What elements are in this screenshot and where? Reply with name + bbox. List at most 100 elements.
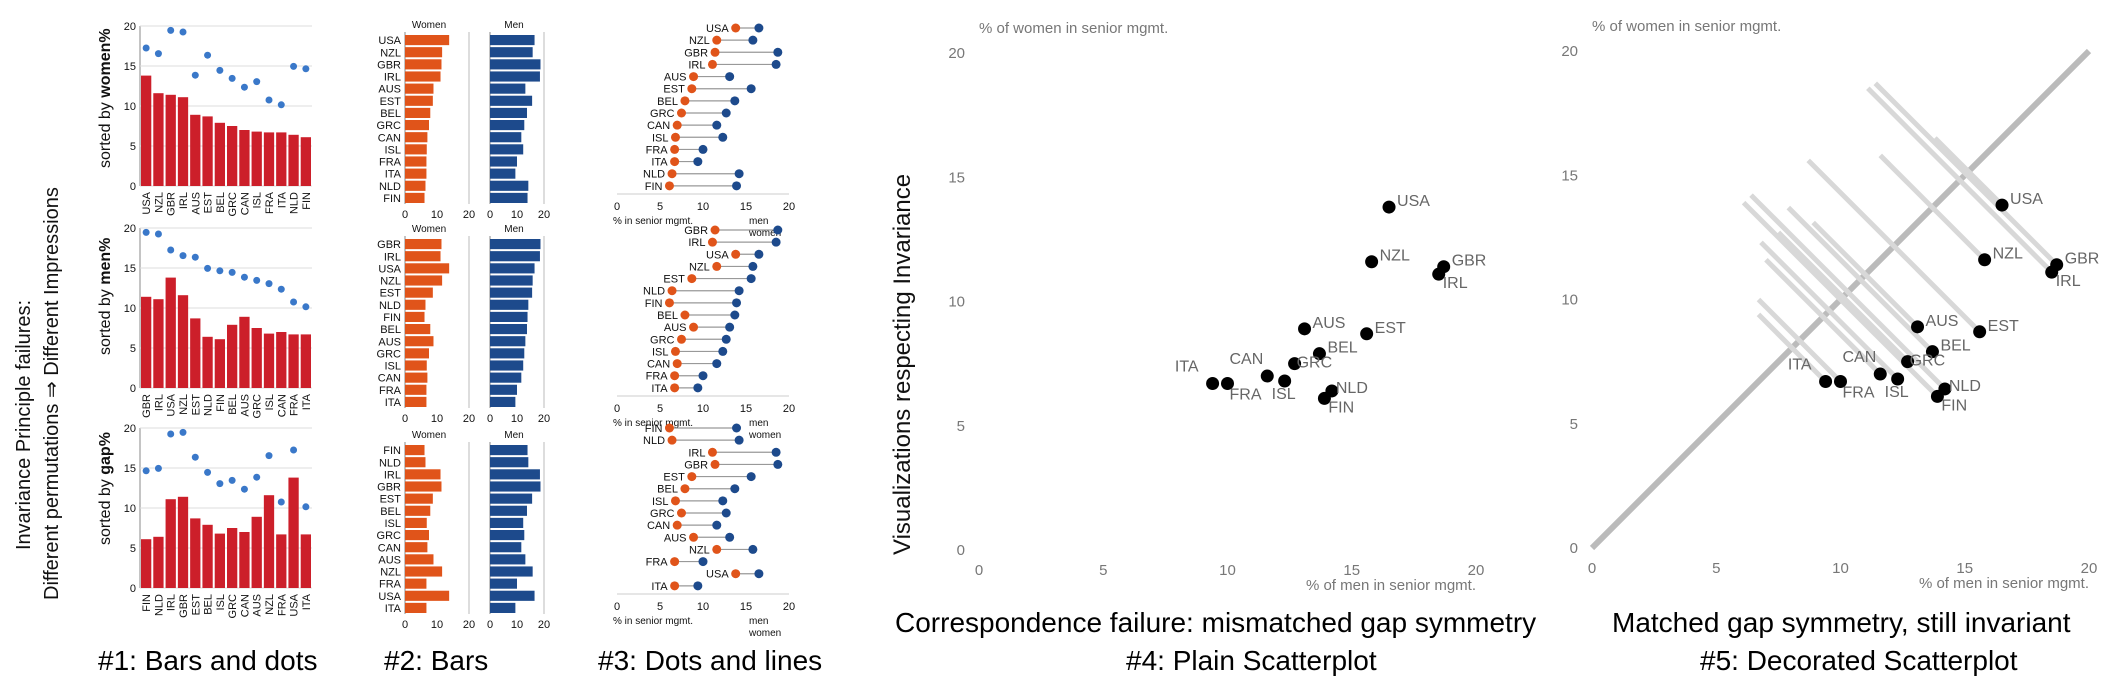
p1-bar-women [141,75,152,186]
x-tick: 15 [1956,560,1973,577]
row-label-3: sorted by gap% [97,432,114,545]
point-can [1260,369,1274,383]
point-label: FRA [1843,385,1875,402]
p2-bar-men [490,469,540,480]
p2-bar-women [405,542,428,553]
point-label: NLD [1336,380,1368,397]
point-fin [1930,389,1944,403]
point-label: CAN [1229,351,1263,368]
p3-dot-men [698,144,708,154]
p2-xtick: 10 [511,619,523,631]
p1-bar-women [165,499,176,588]
p3-dot-women [687,472,697,482]
point-label: ITA [1788,357,1812,374]
p3-dot-men [698,371,708,381]
scatter-side-label: Visualizations respecting Invariance [889,174,916,555]
p1-xtick: USA [289,593,301,616]
p3-country: NZL [689,544,710,556]
caption-5-subtitle: Matched gap symmetry, still invariant [1612,607,2071,638]
p3-dot-women [710,47,720,57]
y-axis-label: % of women in senior mgmt. [1592,18,1781,35]
p1-bar-women [214,122,225,186]
p3-legend-men: men [749,216,768,227]
p3-dot-women [672,120,682,130]
p3-dot-women [670,346,680,356]
x-tick: 10 [1832,560,1849,577]
p1-ytick: 10 [124,503,136,515]
point-est [1360,327,1374,341]
p2-bar-men [490,275,533,286]
p2-country: EST [380,288,402,300]
p3-country: NZL [689,35,710,47]
p1-ytick: 5 [130,343,136,355]
p3-dot-men [754,23,764,33]
point-grc [1288,357,1302,371]
p1-bar-women [153,536,164,588]
p2-xtick: 0 [487,209,493,221]
y-tick: 5 [1570,416,1578,433]
p1-dot-men [216,267,224,275]
p3-country: CAN [647,359,670,371]
p2-xtick: 10 [511,413,523,425]
p3-xtick: 5 [657,601,663,613]
p3-xtick: 5 [657,201,663,213]
p2-bar-women [405,168,427,179]
p1-bar-women [276,132,287,186]
p2-header-women: Women [412,224,446,235]
p3-dot-women [670,557,680,567]
p3-country: CAN [647,520,670,532]
p1-dot-men [216,66,224,74]
p1-xtick: CAN [239,192,251,215]
p1-dot-men [204,51,212,59]
p1-xtick: AUS [190,192,202,215]
p2-country: FRA [379,157,402,169]
p2-bar-women [405,180,426,191]
point-aus [1298,322,1312,336]
p1-bar-women [190,518,201,588]
p1-ytick: 5 [130,543,136,555]
p1-bar-women [251,328,262,388]
p1-ytick: 20 [124,423,136,435]
p3-country: EST [663,472,685,484]
p1-xtick: AUS [252,594,264,617]
p3-country: IRL [688,237,705,249]
p2-bar-men [490,59,541,70]
p3-dot-men [698,557,708,567]
p2-country: ISL [384,361,401,373]
p2-bar-women [405,59,442,70]
p3-dot-men [693,157,703,167]
p2-bar-men [490,517,524,528]
p2-bar-women [405,590,450,601]
p2-xtick: 10 [511,209,523,221]
p1-xtick: CAN [239,594,251,617]
p2-bar-men [490,481,541,492]
p3-country: ITA [651,581,668,593]
p3-dot-women [712,544,722,554]
p2-bar-women [405,372,428,383]
p2-bar-women [405,396,427,407]
caption-3: #3: Dots and lines [598,645,822,676]
p2-bar-men [490,505,527,516]
p1-xtick: IRL [178,192,190,209]
p3-country: FRA [646,144,669,156]
point-label: FRA [1230,387,1262,404]
p1-bar-women [263,132,275,186]
p1-bar-women [276,534,287,588]
p1-bar-women [300,334,311,388]
p3-dot-men [734,169,744,179]
p2-country: ISL [384,518,401,530]
p2-header-men: Men [504,430,523,441]
p3-dot-women [670,383,680,393]
p3-dot-women [707,59,717,69]
p3-dot-men [730,96,740,106]
panel-bars: Women MenUSANZLGBRIRLAUSESTBELGRCCANISLFR… [377,20,551,631]
p3-xtick: 15 [740,403,752,415]
p3-country: AUS [664,532,687,544]
p2-xtick: 20 [463,619,475,631]
p3-legend-women: women [748,228,781,239]
point-nzl [1978,253,1992,267]
p3-xtick: 0 [614,403,620,415]
p2-country: BEL [380,324,401,336]
p1-dot-men [142,44,150,52]
p1-dot-men [216,480,224,488]
